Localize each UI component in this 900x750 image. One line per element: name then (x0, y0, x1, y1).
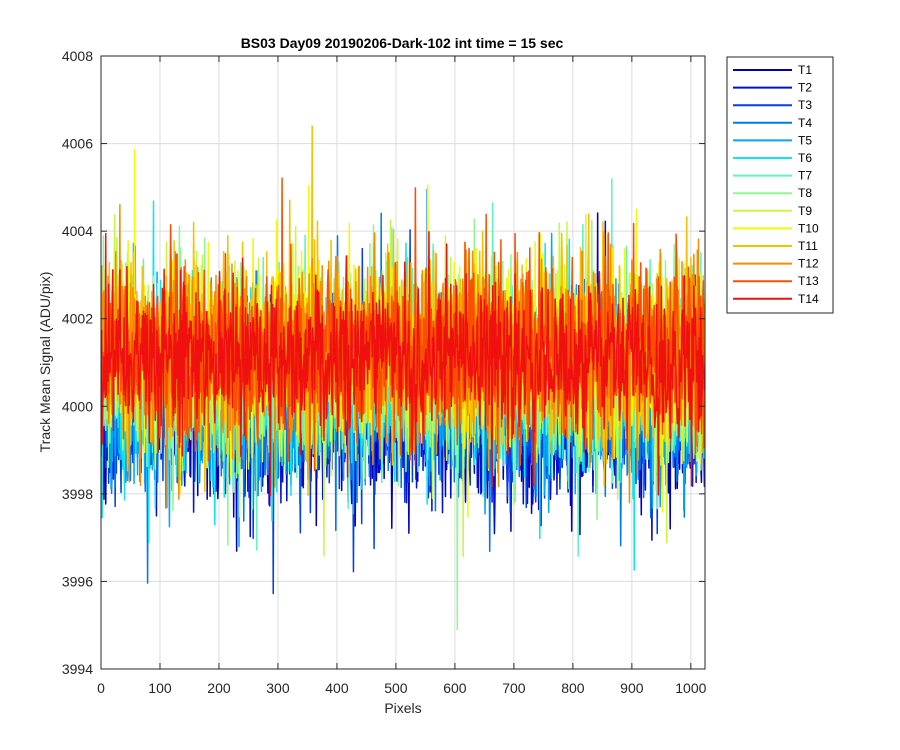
x-tick-label: 200 (207, 680, 231, 696)
series-line-t14 (101, 230, 705, 497)
legend-label-t10: T10 (798, 221, 819, 235)
x-tick-label: 700 (502, 680, 526, 696)
y-tick-label: 4006 (62, 136, 93, 152)
x-axis-ticks: 0 100 200 300 400 500 600 700 800 900 1000 (97, 56, 707, 696)
y-tick-label: 3996 (62, 573, 93, 589)
legend-box (726, 56, 834, 314)
y-tick-label: 3998 (62, 486, 93, 502)
legend-label-t8: T8 (798, 186, 812, 200)
chart-title: BS03 Day09 20190206-Dark-102 int time = … (241, 35, 564, 51)
legend-label-t9: T9 (798, 204, 812, 218)
legend-label-t2: T2 (798, 81, 812, 95)
legend-label-t7: T7 (798, 169, 812, 183)
y-tick-label: 4004 (62, 223, 93, 239)
legend-label-t1: T1 (798, 63, 812, 77)
legend: T1 T2 T3 T4 T5 T6 T7 T8 T9 T10 T11 T12 T13 T14 (726, 56, 834, 314)
legend-label-t6: T6 (798, 151, 812, 165)
axes-box (100, 55, 706, 670)
x-tick-label: 800 (561, 680, 585, 696)
legend-label-t14: T14 (798, 292, 819, 306)
x-tick-label: 600 (443, 680, 467, 696)
legend-label-t11: T11 (798, 239, 818, 253)
legend-label-t13: T13 (798, 274, 819, 288)
y-axis-ticks: 3994 3996 3998 4000 4002 4004 4006 4008 (62, 48, 705, 677)
series-lines (101, 125, 705, 631)
y-tick-label: 4008 (62, 48, 93, 64)
x-tick-label: 500 (384, 680, 408, 696)
x-tick-label: 400 (325, 680, 349, 696)
x-tick-label: 0 (97, 680, 105, 696)
legend-label-t3: T3 (798, 98, 812, 112)
x-tick-label: 100 (148, 680, 172, 696)
plot-area (101, 125, 705, 631)
y-tick-label: 3994 (62, 661, 93, 677)
y-tick-label: 4000 (62, 398, 93, 414)
x-axis-label: Pixels (384, 700, 421, 716)
y-tick-label: 4002 (62, 311, 93, 327)
legend-label-t12: T12 (798, 257, 819, 271)
x-tick-label: 300 (266, 680, 290, 696)
legend-label-t5: T5 (798, 133, 812, 147)
x-tick-label: 1000 (675, 680, 706, 696)
y-axis-label: Track Mean Signal (ADU/pix) (37, 272, 53, 453)
legend-label-t4: T4 (798, 116, 812, 130)
x-tick-label: 900 (620, 680, 644, 696)
